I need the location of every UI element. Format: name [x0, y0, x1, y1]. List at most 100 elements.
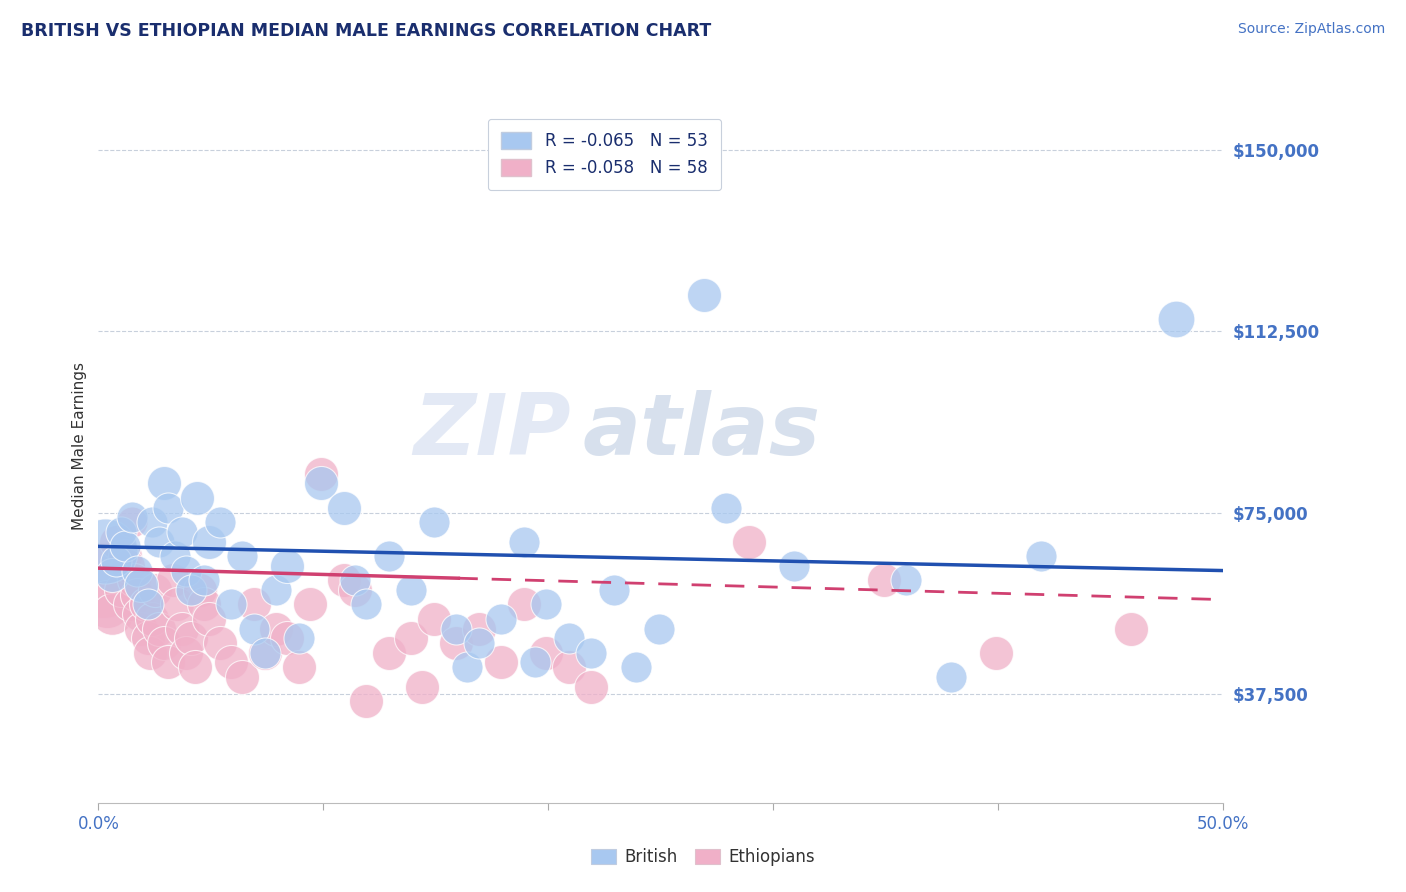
Point	[180, 582, 202, 597]
Point	[714, 500, 737, 515]
Point	[512, 534, 534, 549]
Point	[242, 598, 264, 612]
Point	[143, 582, 166, 597]
Point	[579, 646, 602, 660]
Point	[188, 582, 211, 597]
Text: ZIP: ZIP	[413, 390, 571, 474]
Point	[242, 622, 264, 636]
Point	[624, 660, 647, 674]
Point	[110, 582, 132, 597]
Point	[332, 574, 354, 588]
Point	[219, 598, 242, 612]
Point	[489, 612, 512, 626]
Point	[135, 598, 157, 612]
Point	[399, 582, 422, 597]
Point	[163, 549, 186, 563]
Point	[141, 612, 163, 626]
Point	[276, 558, 298, 573]
Point	[94, 544, 117, 558]
Text: BRITISH VS ETHIOPIAN MEDIAN MALE EARNINGS CORRELATION CHART: BRITISH VS ETHIOPIAN MEDIAN MALE EARNING…	[21, 22, 711, 40]
Text: atlas: atlas	[582, 390, 820, 474]
Point	[193, 574, 215, 588]
Point	[110, 524, 132, 539]
Point	[193, 598, 215, 612]
Point	[309, 467, 332, 481]
Point	[692, 288, 714, 302]
Point	[456, 660, 478, 674]
Point	[114, 549, 136, 563]
Point	[939, 670, 962, 684]
Point	[579, 680, 602, 694]
Point	[186, 491, 208, 505]
Point	[208, 636, 231, 650]
Point	[377, 549, 399, 563]
Point	[467, 636, 489, 650]
Point	[128, 607, 150, 621]
Point	[152, 476, 174, 491]
Point	[184, 660, 207, 674]
Point	[118, 598, 141, 612]
Point	[197, 612, 219, 626]
Point	[157, 500, 180, 515]
Point	[557, 632, 579, 646]
Point	[91, 574, 114, 588]
Point	[129, 622, 152, 636]
Point	[231, 670, 253, 684]
Point	[105, 534, 128, 549]
Point	[162, 574, 184, 588]
Point	[894, 574, 917, 588]
Point	[287, 660, 309, 674]
Point	[343, 582, 366, 597]
Point	[264, 622, 287, 636]
Point	[276, 632, 298, 646]
Point	[148, 622, 170, 636]
Text: Source: ZipAtlas.com: Source: ZipAtlas.com	[1237, 22, 1385, 37]
Point	[602, 582, 624, 597]
Point	[136, 598, 159, 612]
Point	[174, 564, 197, 578]
Point	[444, 636, 467, 650]
Point	[121, 515, 143, 529]
Point	[298, 598, 321, 612]
Point	[253, 646, 276, 660]
Point	[377, 646, 399, 660]
Point	[354, 598, 377, 612]
Point	[170, 622, 193, 636]
Point	[101, 607, 124, 621]
Point	[467, 622, 489, 636]
Point	[422, 612, 444, 626]
Point	[1119, 622, 1142, 636]
Point	[105, 554, 128, 568]
Point	[782, 558, 804, 573]
Point	[737, 534, 759, 549]
Point	[125, 564, 148, 578]
Point	[444, 622, 467, 636]
Point	[309, 476, 332, 491]
Point	[157, 656, 180, 670]
Point	[174, 646, 197, 660]
Point	[647, 622, 669, 636]
Point	[534, 646, 557, 660]
Point	[1029, 549, 1052, 563]
Point	[129, 578, 152, 592]
Point	[180, 632, 202, 646]
Point	[170, 524, 193, 539]
Point	[96, 598, 118, 612]
Y-axis label: Median Male Earnings: Median Male Earnings	[72, 362, 87, 530]
Point	[984, 646, 1007, 660]
Point	[117, 558, 139, 573]
Point	[512, 598, 534, 612]
Point	[489, 656, 512, 670]
Point	[557, 660, 579, 674]
Point	[114, 540, 136, 554]
Point	[872, 574, 894, 588]
Point	[354, 694, 377, 708]
Point	[148, 534, 170, 549]
Legend: R = -0.065   N = 53, R = -0.058   N = 58: R = -0.065 N = 53, R = -0.058 N = 58	[488, 119, 721, 190]
Point	[166, 598, 188, 612]
Point	[534, 598, 557, 612]
Point	[332, 500, 354, 515]
Point	[399, 632, 422, 646]
Point	[208, 515, 231, 529]
Point	[343, 574, 366, 588]
